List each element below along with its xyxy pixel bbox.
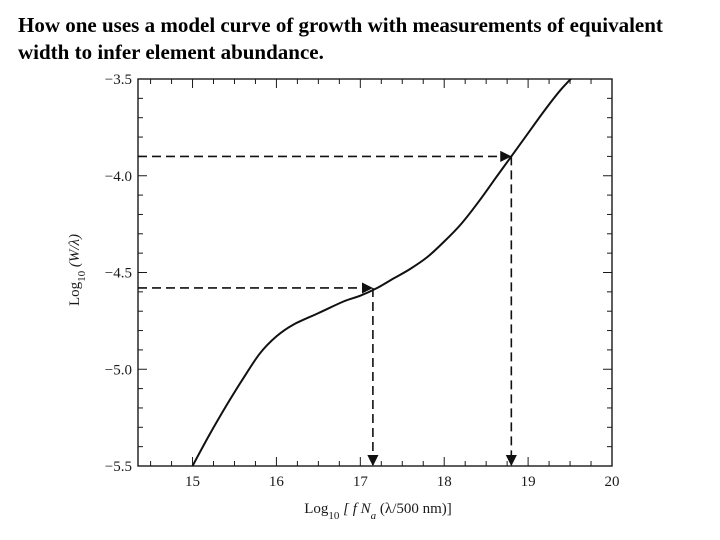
y-tick-label: −4.5 — [105, 266, 132, 282]
y-tick-label: −4.0 — [105, 169, 132, 185]
slide-title: How one uses a model curve of growth wit… — [18, 13, 663, 64]
plot-frame — [137, 78, 613, 467]
y-axis-label: Log10 (W/λ) — [67, 234, 88, 306]
x-tick-label: 15 — [185, 474, 200, 490]
x-tick-label: 17 — [353, 474, 369, 490]
x-tick-label: 16 — [269, 474, 285, 490]
y-tick-label: −3.5 — [105, 72, 132, 88]
y-tick-label: −5.5 — [105, 459, 132, 475]
x-axis-label: Log10 [ f Na (λ/500 nm)] — [304, 501, 452, 522]
y-tick-label: −5.0 — [105, 362, 132, 378]
x-tick-label: 19 — [521, 474, 536, 490]
x-tick-label: 18 — [437, 474, 452, 490]
x-tick-label: 20 — [605, 474, 620, 490]
curve-of-growth-line — [191, 79, 573, 466]
